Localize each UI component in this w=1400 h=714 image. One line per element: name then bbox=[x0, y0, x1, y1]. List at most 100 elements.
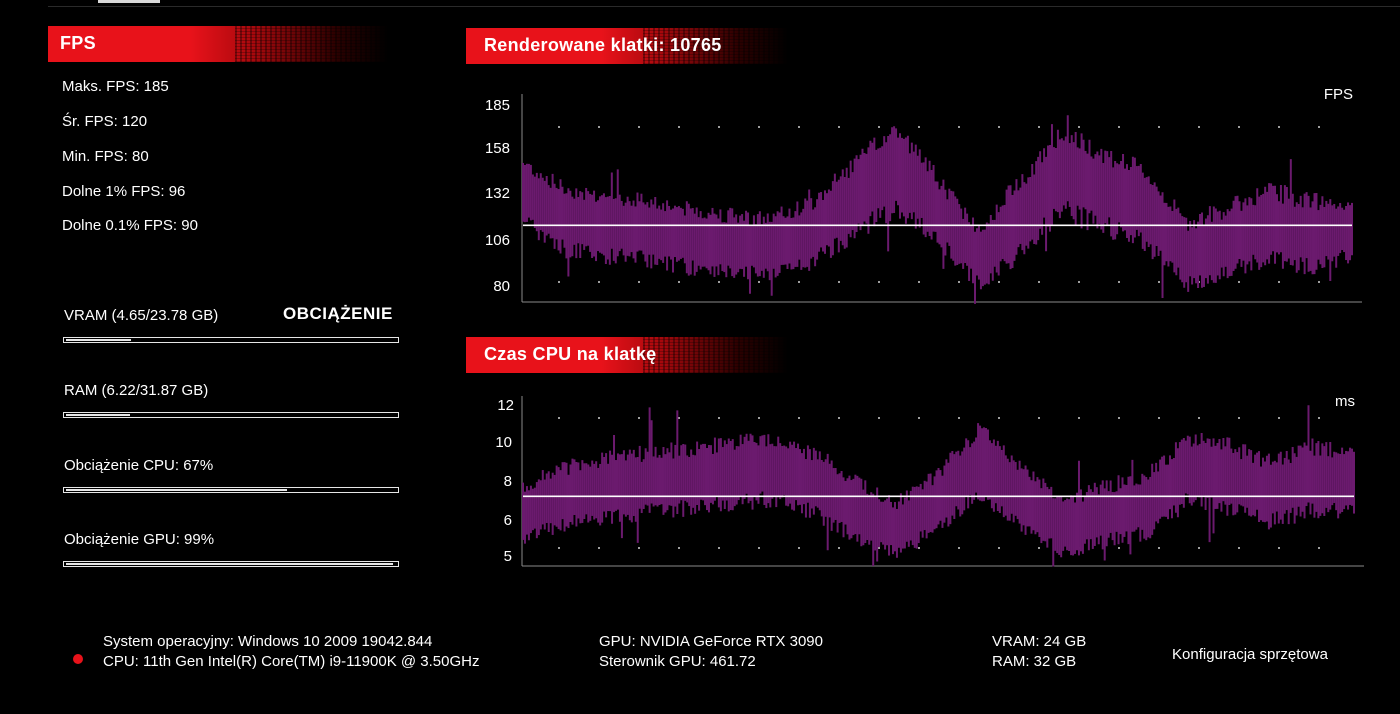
fps-grid-dot bbox=[1238, 281, 1240, 283]
fps-grid-dot bbox=[598, 281, 600, 283]
cpu-grid-dot bbox=[798, 547, 800, 549]
vram-bar bbox=[63, 337, 399, 343]
frames-header: Renderowane klatki: 10765 bbox=[466, 28, 788, 64]
cpu-tick-5: 5 bbox=[504, 548, 512, 565]
cpu-grid-dot bbox=[1238, 417, 1240, 419]
system-info-left: System operacyjny: Windows 10 2009 19042… bbox=[103, 632, 479, 672]
fps-grid-dot bbox=[918, 281, 920, 283]
fps-grid-dot bbox=[1118, 126, 1120, 128]
hardware-config-link[interactable]: Konfiguracja sprzętowa bbox=[1172, 646, 1328, 663]
cpu-grid-dot bbox=[918, 547, 920, 549]
vram-label: VRAM (4.65/23.78 GB) bbox=[64, 307, 219, 324]
fps-tick-158: 158 bbox=[485, 140, 510, 157]
fps-grid-dot bbox=[1038, 281, 1040, 283]
cpu-grid-dot bbox=[758, 417, 760, 419]
cpu-grid-dot bbox=[958, 417, 960, 419]
cpu-grid-dot bbox=[638, 417, 640, 419]
cpu-grid-dot bbox=[678, 417, 680, 419]
cpu-grid-dot bbox=[598, 417, 600, 419]
max-fps: Maks. FPS: 185 bbox=[62, 78, 169, 95]
cpu-time-chart: ms 12 10 8 6 5 bbox=[495, 393, 1364, 567]
cpu-tick-10: 10 bbox=[495, 434, 512, 451]
fps-grid-dot bbox=[998, 126, 1000, 128]
cpu-load-bar bbox=[63, 487, 399, 493]
fps-grid-dot bbox=[838, 281, 840, 283]
cpu-grid-dot bbox=[1318, 417, 1320, 419]
load-title: OBCIĄŻENIE bbox=[283, 304, 393, 323]
cpu-grid-dot bbox=[1158, 417, 1160, 419]
cpu-grid-dot bbox=[758, 547, 760, 549]
fps-grid-dot bbox=[1278, 281, 1280, 283]
fps-header-title: FPS bbox=[60, 33, 96, 53]
fps-grid-dot bbox=[678, 281, 680, 283]
fps-grid-dot bbox=[1278, 126, 1280, 128]
cpu-grid-dot bbox=[958, 547, 960, 549]
cpu-grid-dot bbox=[1278, 547, 1280, 549]
fps-grid-dot bbox=[798, 281, 800, 283]
cpu-series-band bbox=[522, 405, 1355, 567]
cpu-grid-dot bbox=[1038, 417, 1040, 419]
cpu-grid-dot bbox=[998, 547, 1000, 549]
cpu-grid-dot bbox=[1118, 417, 1120, 419]
fps-grid-dot bbox=[718, 281, 720, 283]
cpu-grid-dot bbox=[798, 417, 800, 419]
fps-chart: FPS 185 158 132 106 80 bbox=[485, 86, 1362, 304]
fps-grid-dot bbox=[878, 281, 880, 283]
system-info-mid: GPU: NVIDIA GeForce RTX 3090 Sterownik G… bbox=[599, 632, 823, 672]
cpu-info: CPU: 11th Gen Intel(R) Core(TM) i9-11900… bbox=[103, 653, 480, 670]
cpu-grid-dot bbox=[1078, 417, 1080, 419]
cpu-grid-dot bbox=[838, 417, 840, 419]
fps-header: FPS bbox=[48, 26, 388, 62]
ram-bar bbox=[63, 412, 399, 418]
fps-grid-dot bbox=[1078, 126, 1080, 128]
fps-tick-80: 80 bbox=[493, 278, 510, 295]
cpu-grid-dot bbox=[878, 547, 880, 549]
cpu-grid-dot bbox=[718, 547, 720, 549]
gpu-info: GPU: NVIDIA GeForce RTX 3090 bbox=[599, 633, 823, 650]
cpu-grid-dot bbox=[1198, 547, 1200, 549]
cpu-tick-6: 6 bbox=[504, 512, 512, 529]
driver-info: Sterownik GPU: 461.72 bbox=[599, 653, 756, 670]
cpu-grid-dot bbox=[1318, 547, 1320, 549]
fps-grid-dot bbox=[758, 281, 760, 283]
cpu-tick-8: 8 bbox=[504, 473, 512, 490]
system-info-right: VRAM: 24 GB RAM: 32 GB bbox=[992, 632, 1086, 672]
fps-grid-dot bbox=[1158, 126, 1160, 128]
fps-grid-dot bbox=[598, 126, 600, 128]
active-tab-indicator[interactable] bbox=[98, 0, 160, 3]
fps-grid-dot bbox=[758, 126, 760, 128]
fps-grid-dot bbox=[558, 126, 560, 128]
fps-tick-185: 185 bbox=[485, 97, 510, 114]
vram-bar-fill bbox=[66, 339, 131, 341]
fps-unit-label: FPS bbox=[1324, 86, 1353, 103]
cpu-load-label: Obciążenie CPU: 67% bbox=[64, 457, 214, 474]
fps-grid-dot bbox=[1318, 126, 1320, 128]
low-1-fps: Dolne 1% FPS: 96 bbox=[62, 183, 186, 200]
gpu-load-label: Obciążenie GPU: 99% bbox=[64, 531, 215, 548]
frames-header-title: Renderowane klatki: 10765 bbox=[484, 35, 722, 55]
cpu-tick-12: 12 bbox=[497, 397, 514, 414]
cpu-load-bar-fill bbox=[66, 489, 287, 491]
fps-grid-dot bbox=[718, 126, 720, 128]
cpu-grid-dot bbox=[558, 547, 560, 549]
fps-grid-dot bbox=[638, 126, 640, 128]
ram-info: RAM: 32 GB bbox=[992, 653, 1077, 670]
avg-fps: Śr. FPS: 120 bbox=[62, 113, 148, 130]
low-01-fps: Dolne 0.1% FPS: 90 bbox=[62, 217, 198, 234]
cpu-grid-dot bbox=[1118, 547, 1120, 549]
cpu-time-header-title: Czas CPU na klatkę bbox=[484, 344, 657, 364]
cpu-grid-dot bbox=[1278, 417, 1280, 419]
ram-bar-fill bbox=[66, 414, 130, 416]
fps-grid-dot bbox=[1238, 126, 1240, 128]
fps-grid-dot bbox=[918, 126, 920, 128]
cpu-grid-dot bbox=[878, 417, 880, 419]
fps-tick-106: 106 bbox=[485, 232, 510, 249]
fps-tick-132: 132 bbox=[485, 185, 510, 202]
cpu-grid-dot bbox=[1198, 417, 1200, 419]
cpu-grid-dot bbox=[598, 547, 600, 549]
fps-grid-dot bbox=[1038, 126, 1040, 128]
cpu-time-header: Czas CPU na klatkę bbox=[466, 337, 788, 373]
fps-grid-dot bbox=[678, 126, 680, 128]
status-dot bbox=[73, 654, 83, 664]
min-fps: Min. FPS: 80 bbox=[62, 148, 149, 165]
